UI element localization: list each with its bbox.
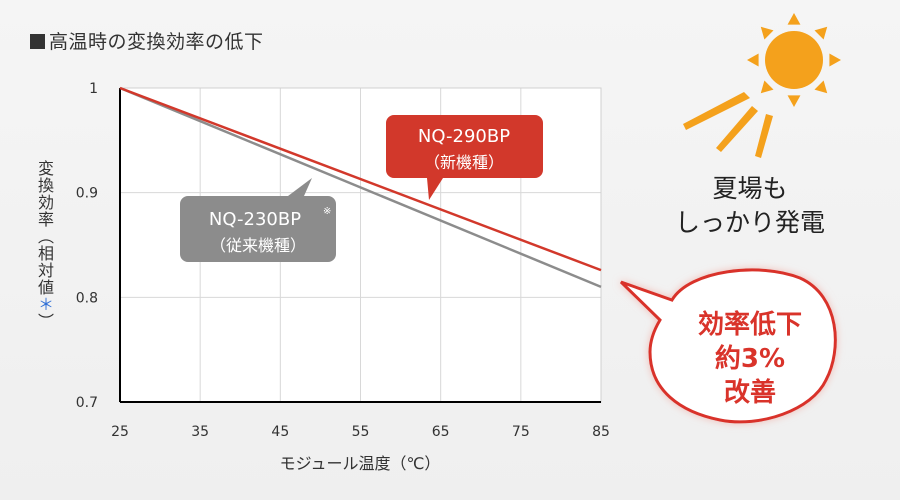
sun-ray-icon [829, 53, 841, 67]
efficiency-burst-text: 効率低下 約3% 改善 [680, 308, 820, 410]
sun-ray-icon [814, 26, 828, 40]
x-tick-label: 85 [592, 424, 610, 440]
burst-line-3: 改善 [723, 378, 776, 408]
x-tick-label: 65 [432, 424, 450, 440]
callout-old-name: NQ-230BP [209, 209, 301, 230]
callout-new-name: NQ-290BP [418, 126, 510, 147]
y-axis-label-main: 変換効率（相対値 [35, 160, 54, 296]
burst-line-1: 効率低下 [697, 310, 802, 340]
title-square-icon [30, 34, 45, 49]
sun-ray-icon [787, 95, 801, 107]
x-tick-label: 75 [512, 424, 530, 440]
light-beam-icon [683, 92, 750, 130]
light-beam-icon [716, 106, 758, 152]
callout-new-bubble [386, 115, 543, 200]
series-line-1 [119, 86, 602, 289]
sun-ray-icon [787, 13, 801, 25]
y-axis-label-mark: ＊ [35, 296, 54, 313]
y-tick-label: 0.9 [76, 186, 98, 202]
summer-message-line-1: 夏場も [712, 174, 788, 203]
callout-old-bubble [180, 178, 336, 262]
y-tick-label: 0.7 [76, 395, 98, 411]
sun-ray-icon [760, 26, 774, 40]
x-axis-label: モジュール温度（℃） [279, 454, 441, 473]
summer-message: 夏場も しっかり発電 [650, 172, 850, 240]
y-tick-label: 1 [89, 81, 98, 97]
chart-title: 高温時の変換効率の低下 [30, 27, 264, 54]
callout-old-mark: ※ [323, 206, 331, 217]
sun-ray-icon [747, 53, 759, 67]
y-tick-label: 0.8 [76, 290, 98, 306]
burst-bubble-shape [619, 268, 837, 424]
x-tick-label: 35 [191, 424, 209, 440]
burst-line-2: 約3% [714, 344, 786, 374]
chart-title-text: 高温時の変換効率の低下 [49, 31, 264, 53]
sun-ray-icon [814, 80, 828, 94]
y-axis-label: 変換効率（相対値＊） [35, 160, 56, 330]
callout-old-sub: （従来機種） [210, 236, 306, 255]
summer-message-line-2: しっかり発電 [674, 208, 825, 237]
series-line-0 [119, 86, 602, 272]
x-tick-label: 45 [271, 424, 289, 440]
x-tick-label: 25 [111, 424, 129, 440]
callout-new-sub: （新機種） [424, 153, 504, 172]
light-beam-icon [755, 114, 773, 158]
sun-ray-icon [760, 80, 774, 94]
x-tick-label: 55 [352, 424, 370, 440]
y-axis-label-end: ） [35, 313, 54, 330]
